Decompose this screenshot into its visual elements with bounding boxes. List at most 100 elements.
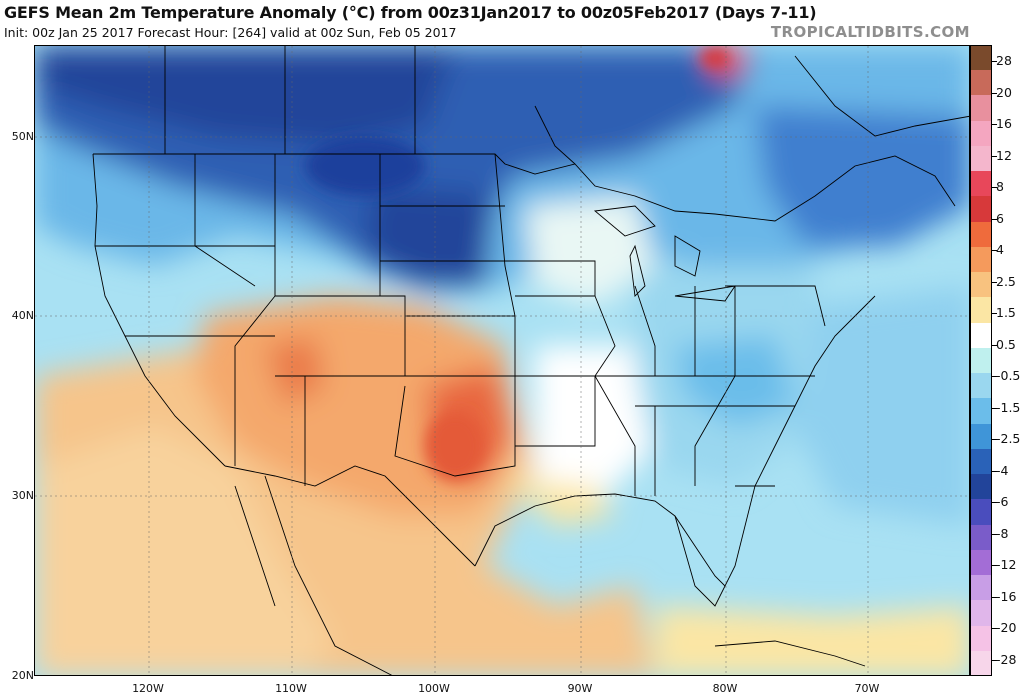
lake-huron: [674, 235, 701, 277]
colorbar-label: -0.5: [996, 368, 1021, 384]
colorbar-tick: [992, 155, 997, 157]
cold-spot-montana: [305, 136, 425, 196]
colorbar-swatch: [970, 297, 992, 324]
colorbar-label: -4: [996, 462, 1009, 478]
colorbar-tick: [992, 407, 997, 409]
colorbar-swatch: [970, 423, 992, 450]
colorbar-label: 16: [996, 116, 1012, 132]
colorbar-label: -8: [996, 525, 1009, 541]
cool-core-appalachia: [675, 336, 795, 426]
colorbar-label: 4: [996, 242, 1004, 258]
colorbar-swatch: [970, 499, 992, 526]
slight-warm-gulf: [505, 476, 615, 526]
colorbar-swatch: [970, 95, 992, 122]
colorbar-tick: [992, 470, 997, 472]
lon-label-110w: 110W: [275, 682, 307, 695]
colorbar-swatch: [970, 70, 992, 96]
colorbar-label: 8: [996, 179, 1004, 195]
colorbar-tick: [992, 344, 997, 346]
lat-label-30n: 30N: [11, 489, 34, 502]
warm-field-pacific: [35, 426, 335, 675]
colorbar-tick: [992, 61, 997, 62]
colorbar-swatch: [970, 398, 992, 425]
state-line: [505, 260, 596, 297]
colorbar-swatch: [970, 448, 992, 475]
colorbar-swatch: [970, 221, 992, 248]
colorbar-tick: [992, 313, 997, 315]
colorbar-swatch: [970, 549, 992, 576]
colorbar-label: -28: [996, 652, 1017, 667]
state-line: [634, 285, 656, 376]
map-title: GEFS Mean 2m Temperature Anomaly (°C) fr…: [4, 3, 817, 22]
florida-peninsula: [674, 515, 726, 607]
mexico-coast: [264, 475, 393, 675]
graticule: [35, 46, 969, 675]
colorbar-legend: 28 20 16 12 8 6 4 2.5 1.5 0.5 -0.5 -1.5 -2.5 -4 -6 -8 -1…: [970, 45, 1022, 677]
colorbar-label: 0.5: [996, 336, 1016, 352]
colorbar-swatch: [970, 145, 992, 172]
colorbar-swatch: [970, 272, 992, 298]
colorbar-tick: [992, 376, 997, 378]
cuba-coast: [714, 640, 866, 667]
lake-superior: [593, 205, 656, 237]
us-canada-border: [93, 153, 956, 222]
colorbar-swatch: [970, 347, 992, 374]
colorbar-swatch: [970, 625, 992, 652]
colorbar-tick: [992, 187, 997, 189]
colorbar-tick: [992, 92, 997, 94]
lon-label-90w: 90W: [567, 682, 593, 695]
political-boundaries: [92, 46, 969, 675]
neutral-field-great-lakes: [525, 196, 655, 306]
colorbar-swatch: [970, 373, 992, 399]
state-line: [275, 295, 406, 377]
state-line: [694, 286, 736, 486]
lon-label-70w: 70W: [854, 682, 880, 695]
state-line: [234, 154, 276, 466]
colorbar-label: -6: [996, 494, 1009, 510]
state-line: [725, 285, 826, 327]
colorbar-swatch: [970, 322, 992, 349]
colorbar-swatch: [970, 575, 992, 601]
colorbar-tick: [992, 250, 997, 252]
lat-label-50n: 50N: [11, 130, 34, 143]
colorbar-label: -1.5: [996, 399, 1021, 415]
colorbar-swatch: [970, 196, 992, 223]
map-canvas: [35, 46, 969, 675]
colorbar-label: 28: [996, 53, 1012, 68]
colorbar-label: -12: [996, 557, 1017, 573]
colorbar-swatch: [970, 600, 992, 626]
colorbar-swatch: [970, 650, 992, 677]
lat-label-20n: 20N: [11, 669, 34, 682]
lat-label-40n: 40N: [11, 309, 34, 322]
cool-field-atlantic: [795, 286, 969, 526]
lon-label-120w: 120W: [132, 682, 164, 695]
hot-spot-quebec: [701, 48, 729, 68]
baja-california: [234, 485, 276, 607]
colorbar-tick: [992, 565, 997, 567]
quebec-coast: [794, 55, 969, 137]
hot-spot-texas: [425, 411, 485, 481]
colorbar-label: 1.5: [996, 305, 1016, 321]
colorbar-tick: [992, 533, 997, 535]
colorbar-tick: [992, 596, 997, 598]
colorbar-tick: [992, 218, 997, 220]
colorbar-swatch: [970, 474, 992, 500]
colorbar-label: -16: [996, 588, 1017, 604]
state-line: [515, 375, 596, 447]
province-line: [534, 105, 576, 165]
colorbar-label: 12: [996, 147, 1012, 163]
lon-label-100w: 100W: [418, 682, 450, 695]
colorbar-tick: [992, 628, 997, 630]
temperature-anomaly-map: [34, 45, 970, 676]
hot-core-utah: [265, 336, 325, 406]
very-cold-canada: [35, 46, 455, 146]
colorbar-swatch: [970, 120, 992, 147]
colorbar-label: 6: [996, 210, 1004, 226]
colorbar-label: -20: [996, 620, 1017, 636]
colorbar-tick: [992, 281, 997, 283]
lake-michigan: [629, 244, 646, 297]
colorbar-tick: [992, 124, 997, 126]
colorbar-swatch: [970, 524, 992, 551]
colorbar-swatch: [970, 246, 992, 273]
colorbar-label: 2.5: [996, 273, 1016, 289]
